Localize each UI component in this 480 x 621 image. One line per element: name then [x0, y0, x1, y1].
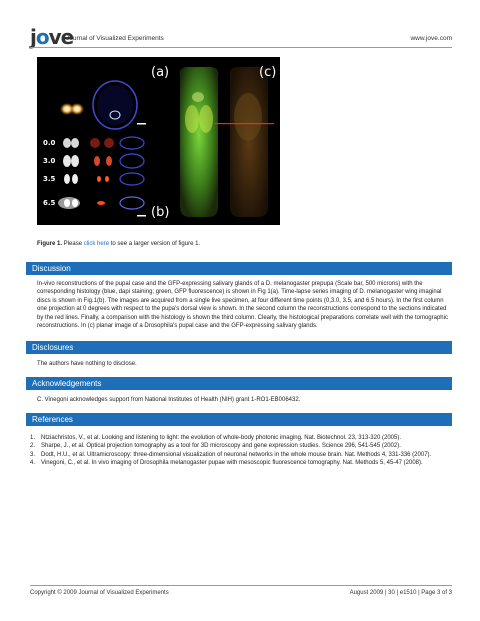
figure-panel-c: [179, 67, 274, 217]
pupal-case-brightfield: [229, 67, 269, 217]
reference-list: 1. Ntziachristos, V., et al. Looking and …: [30, 434, 450, 468]
footer-page-info: August 2009 | 30 | e1510 | Page 3 of 3: [349, 590, 452, 596]
journal-name: Journal of Visualized Experiments: [66, 35, 164, 42]
figure-link[interactable]: click here: [83, 241, 110, 247]
pupal-case-gfp: [179, 67, 219, 217]
figure-1-image[interactable]: (a) (c) (b) 0.0 3.0 3.5 6.5: [37, 57, 280, 225]
page-header: jove Journal of Visualized Experiments w…: [30, 27, 452, 47]
histology-section-large: [92, 80, 146, 130]
reference-item: 2. Sharpe, J., et al. Optical projection …: [30, 442, 450, 450]
jove-logo[interactable]: jove: [30, 25, 74, 49]
reference-text: Sharpe, J., et al. Optical projection to…: [41, 443, 401, 450]
reference-number: 2.: [30, 443, 36, 450]
header-divider: [30, 47, 452, 48]
reference-number: 3.: [30, 451, 36, 458]
section-header-discussion: Discussion: [26, 262, 452, 275]
time-label-0: 0.0: [43, 139, 56, 147]
time-label-3-5: 3.5: [43, 175, 56, 183]
acknowledgements-text: C. Vinegoni acknowledges support from Na…: [37, 397, 301, 403]
time-label-6-5: 6.5: [43, 199, 56, 207]
reference-number: 4.: [30, 460, 36, 467]
figure-panel-ab: [58, 80, 146, 217]
time-series-rows: [58, 136, 146, 217]
caption-suffix: to see a larger version of figure 1.: [109, 241, 201, 247]
panel-label-a: (a): [151, 65, 170, 80]
reference-item: 4. Vinegoni, C., et al. In vivo imaging o…: [30, 459, 450, 467]
disclosures-text: The authors have nothing to disclose.: [37, 361, 137, 367]
section-red-line: [214, 123, 274, 125]
reference-number: 1.: [30, 435, 36, 441]
reference-text: Dodt, H.U., et al. Ultramicroscopy: thre…: [41, 451, 432, 458]
caption-prefix: Please: [62, 241, 84, 247]
figure-caption: Figure 1. Please click here to see a lar…: [37, 241, 200, 247]
reference-text: Ntziachristos, V., et al. Looking and li…: [41, 435, 401, 441]
panel-label-c: (c): [259, 65, 277, 80]
reference-text: Vinegoni, C., et al. In vivo imaging of …: [41, 460, 423, 467]
discussion-text: In-vivo reconstructions of the pupal cas…: [37, 281, 448, 330]
time-label-3-0: 3.0: [43, 157, 56, 165]
reference-item: 3. Dodt, H.U., et al. Ultramicroscopy: th…: [30, 451, 450, 459]
site-url[interactable]: www.jove.com: [410, 35, 452, 42]
caption-label: Figure 1.: [37, 241, 63, 247]
panel-label-b: (b): [151, 205, 170, 220]
footer-divider: [30, 585, 452, 586]
pupa-projection: [60, 103, 84, 115]
footer-copyright: Copyright © 2009 Journal of Visualized E…: [30, 590, 169, 596]
section-header-disclosures: Disclosures: [26, 341, 452, 354]
section-header-references: References: [26, 413, 452, 426]
reference-item: 1. Ntziachristos, V., et al. Looking and …: [30, 434, 450, 442]
section-header-acknowledgements: Acknowledgements: [26, 377, 452, 390]
